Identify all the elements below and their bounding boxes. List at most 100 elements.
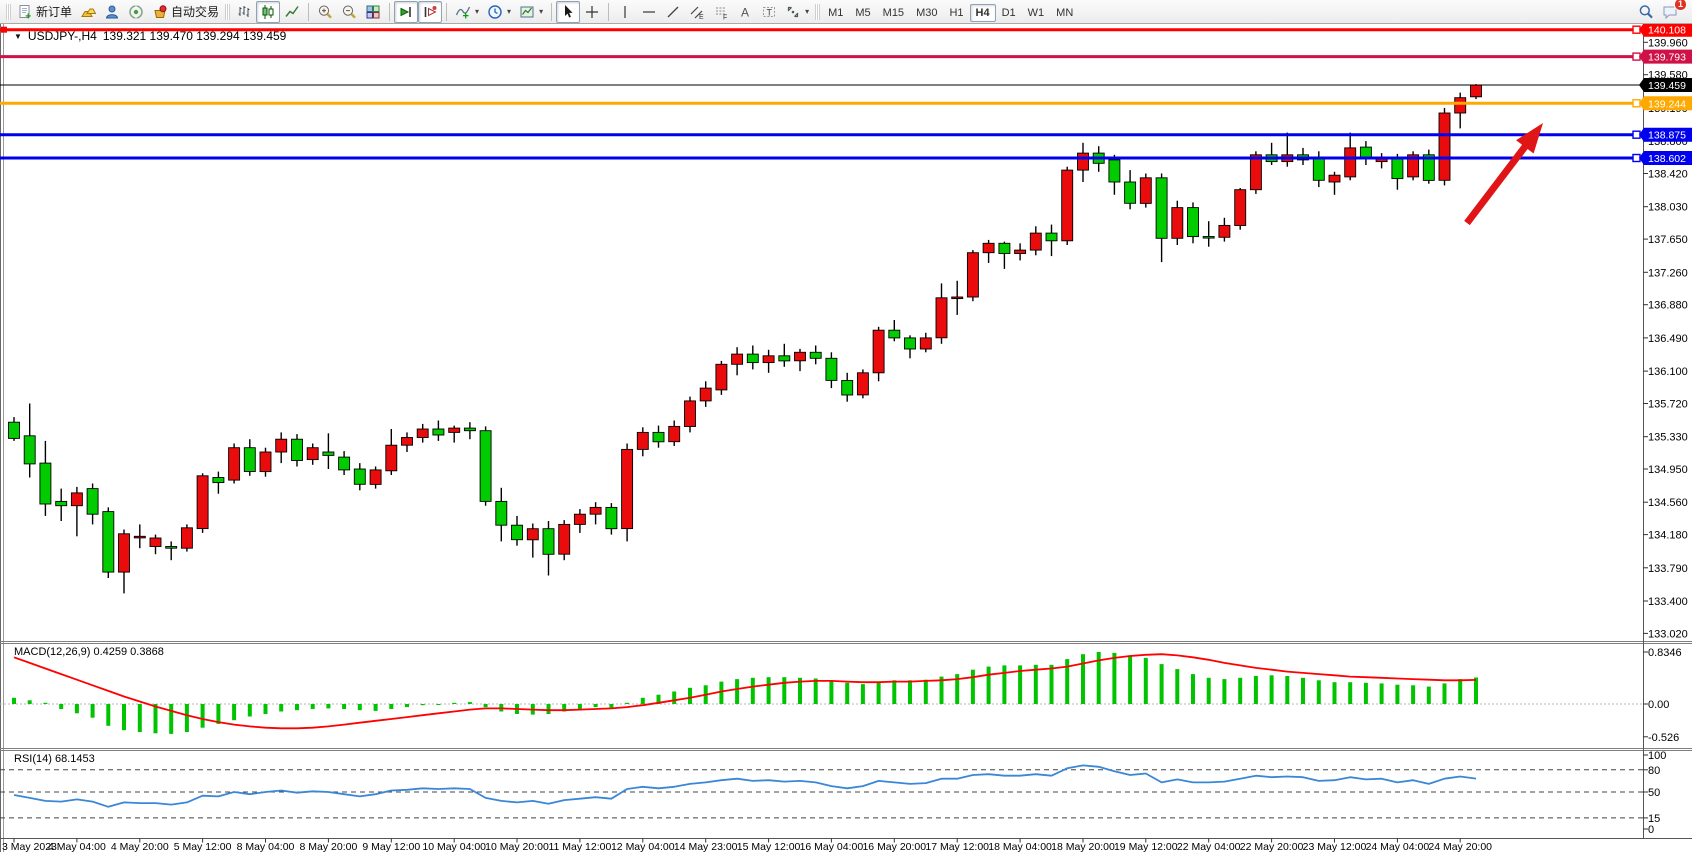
svg-text:8 May 20:00: 8 May 20:00 [300, 841, 358, 853]
fibonacci-tool-button[interactable]: F [709, 1, 733, 23]
clock-icon [487, 4, 503, 20]
svg-text:134.180: 134.180 [1648, 530, 1688, 542]
zoom-out-button[interactable] [337, 1, 361, 23]
svg-text:135.720: 135.720 [1648, 399, 1688, 411]
zoom-in-button[interactable] [313, 1, 337, 23]
tile-windows-icon [365, 4, 381, 20]
svg-text:12 May 04:00: 12 May 04:00 [611, 841, 675, 853]
svg-text:14 May 23:00: 14 May 23:00 [674, 841, 738, 853]
search-icon [1638, 4, 1654, 20]
user-icon [104, 4, 120, 20]
arrows-tool-button[interactable]: ▾ [781, 1, 813, 23]
svg-text:5 May 12:00: 5 May 12:00 [174, 841, 232, 853]
svg-text:9 May 12:00: 9 May 12:00 [362, 841, 420, 853]
toolbar-grip [6, 3, 11, 20]
template-icon [519, 4, 535, 20]
auto-trading-button[interactable]: 自动交易 [148, 1, 223, 23]
timeframe-h1-button[interactable]: H1 [949, 6, 964, 19]
crosshair-tool-button[interactable] [580, 1, 604, 23]
templates-button[interactable]: ▾ [515, 1, 547, 23]
search-button[interactable] [1634, 1, 1658, 23]
svg-text:22 May 20:00: 22 May 20:00 [1240, 841, 1304, 853]
periods-button[interactable]: ▾ [483, 1, 515, 23]
svg-text:139.793: 139.793 [1648, 52, 1686, 64]
timeframe-m15-button[interactable]: M15 [882, 6, 905, 19]
svg-text:15 May 12:00: 15 May 12:00 [737, 841, 801, 853]
svg-text:23 May 12:00: 23 May 12:00 [1303, 841, 1367, 853]
svg-text:19 May 12:00: 19 May 12:00 [1114, 841, 1178, 853]
bar-chart-icon [236, 4, 252, 20]
timeframe-w1-button[interactable]: W1 [1027, 6, 1045, 19]
svg-text:139.244: 139.244 [1648, 98, 1686, 110]
svg-text:138.030: 138.030 [1648, 202, 1688, 214]
arrows-icon [785, 4, 801, 20]
svg-text:136.490: 136.490 [1648, 333, 1688, 345]
timeframe-h4-button[interactable]: H4 [969, 3, 996, 22]
new-order-label: 新订单 [36, 5, 73, 19]
templates-caret-icon: ▾ [539, 7, 544, 16]
svg-text:136.100: 136.100 [1648, 366, 1688, 378]
svg-text:138.602: 138.602 [1648, 153, 1686, 165]
svg-text:-0.526: -0.526 [1648, 732, 1679, 744]
svg-text:137.650: 137.650 [1648, 234, 1688, 246]
timeframe-group: M1 M5 M15 M30 H1 H4 D1 W1 MN [822, 3, 1079, 22]
svg-text:F: F [723, 14, 727, 20]
svg-text:16 May 20:00: 16 May 20:00 [862, 841, 926, 853]
bar-chart-button[interactable] [232, 1, 256, 23]
notification-badge: 1 [1674, 0, 1687, 11]
auto-trading-icon [152, 4, 168, 20]
timeframe-m5-button[interactable]: M5 [855, 6, 871, 19]
zoom-out-icon [341, 4, 357, 20]
svg-text:A: A [741, 5, 749, 19]
svg-text:134.560: 134.560 [1648, 497, 1688, 509]
auto-scroll-button[interactable] [394, 0, 419, 23]
svg-text:4 May 20:00: 4 May 20:00 [111, 841, 169, 853]
svg-text:0.8346: 0.8346 [1648, 647, 1682, 659]
equidistant-channel-icon: E [689, 4, 705, 20]
svg-text:24 May 04:00: 24 May 04:00 [1366, 841, 1430, 853]
text-icon: A [737, 4, 753, 20]
svg-text:139.459: 139.459 [1648, 80, 1686, 92]
signal-icon [128, 4, 144, 20]
new-order-button[interactable]: + 新订单 [13, 1, 76, 23]
svg-text:133.020: 133.020 [1648, 628, 1688, 640]
svg-text:134.950: 134.950 [1648, 464, 1688, 476]
line-chart-button[interactable] [280, 1, 304, 23]
svg-text:18 May 04:00: 18 May 04:00 [988, 841, 1052, 853]
chart-shift-button[interactable] [418, 0, 443, 23]
accounts-button[interactable] [100, 1, 124, 23]
indicators-button[interactable]: + ▾ [451, 1, 483, 23]
trendline-tool-button[interactable] [661, 1, 685, 23]
timeframe-m1-button[interactable]: M1 [828, 6, 844, 19]
text-tool-button[interactable]: A [733, 1, 757, 23]
trendline-icon [665, 4, 681, 20]
vertical-line-icon [617, 4, 633, 20]
vertical-line-tool-button[interactable] [613, 1, 637, 23]
channel-tool-button[interactable]: E [685, 1, 709, 23]
svg-text:138.420: 138.420 [1648, 169, 1688, 181]
chart-canvas[interactable]: 139.960139.580139.190138.800138.420138.0… [0, 24, 1692, 861]
timeframe-m30-button[interactable]: M30 [916, 6, 938, 19]
candlestick-chart-button[interactable] [256, 0, 281, 23]
new-order-icon: + [17, 4, 33, 20]
cursor-tool-button[interactable] [556, 0, 581, 23]
svg-text:136.880: 136.880 [1648, 300, 1688, 312]
toolbar: + 新订单 自动交易 [0, 0, 1692, 24]
svg-text:T: T [767, 7, 773, 17]
horizontal-line-tool-button[interactable] [637, 1, 661, 23]
timeframe-mn-button[interactable]: MN [1056, 6, 1074, 19]
svg-text:138.875: 138.875 [1648, 130, 1686, 142]
svg-text:10 May 04:00: 10 May 04:00 [422, 841, 486, 853]
svg-text:133.400: 133.400 [1648, 596, 1688, 608]
periods-caret-icon: ▾ [507, 7, 512, 16]
timeframe-d1-button[interactable]: D1 [1001, 6, 1016, 19]
tile-windows-button[interactable] [361, 1, 385, 23]
signals-button[interactable] [124, 1, 148, 23]
svg-text:0: 0 [1648, 824, 1654, 836]
svg-text:15: 15 [1648, 813, 1660, 825]
svg-text:+: + [463, 10, 469, 20]
notifications-button[interactable]: 1 [1658, 0, 1687, 23]
label-tool-button[interactable]: T [757, 1, 781, 23]
chart-shift-icon [422, 4, 438, 20]
market-watch-button[interactable] [76, 1, 100, 23]
